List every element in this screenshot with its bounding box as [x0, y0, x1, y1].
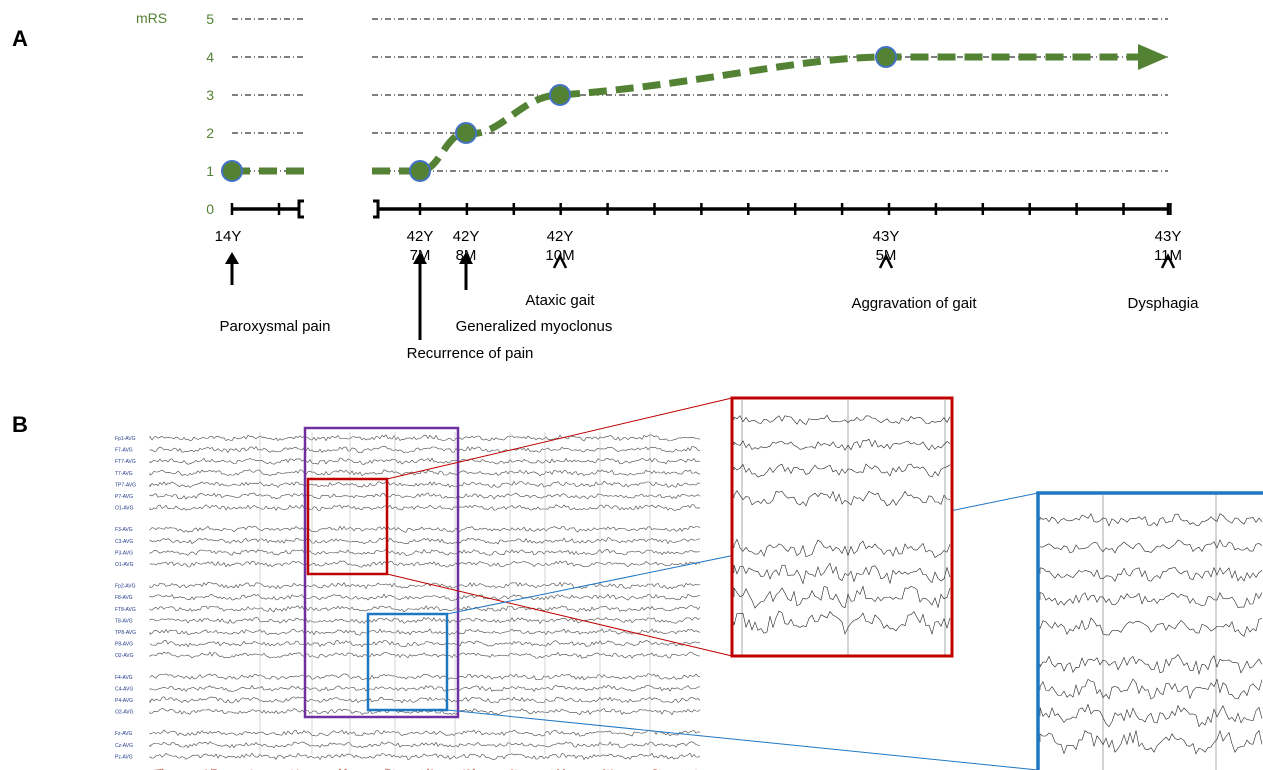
channel-label: O1-AVG — [115, 506, 134, 512]
event-label: Generalized myoclonus — [456, 318, 613, 335]
eeg-trace — [150, 561, 700, 567]
eeg-trace — [150, 652, 700, 658]
selection-purple — [305, 428, 458, 717]
line-arrowhead — [1138, 44, 1168, 70]
eeg-trace — [150, 470, 700, 476]
channel-label: F8-AVG — [115, 595, 133, 601]
y-tick-label: 1 — [206, 163, 214, 179]
eeg-trace — [150, 629, 700, 635]
channel-label: T7-AVG — [115, 471, 133, 477]
x-tick-label: 43Y 11M — [1148, 227, 1188, 265]
mrs-marker — [222, 161, 242, 181]
channel-label: TP8-AVG — [115, 630, 136, 636]
eeg-trace — [150, 538, 700, 544]
eeg-trace — [150, 594, 700, 600]
event-label: Recurrence of pain — [407, 345, 534, 362]
y-tick-label: 2 — [206, 125, 214, 141]
eeg-trace — [150, 526, 700, 532]
mrs-line — [232, 57, 1148, 171]
channel-label: F4-AVG — [115, 675, 133, 681]
channel-label: P8-AVG — [115, 642, 133, 648]
eeg-trace — [150, 697, 700, 703]
selection-blue — [368, 614, 447, 710]
eeg-trace — [150, 493, 700, 499]
eeg-trace — [150, 435, 700, 441]
x-tick-label: 42Y 8M — [446, 227, 486, 265]
event-label: Aggravation of gait — [851, 295, 977, 312]
zoom-connector — [387, 398, 732, 656]
channel-label: O1-AVG — [115, 562, 134, 568]
y-tick-label: 5 — [206, 11, 214, 27]
mrs-marker — [550, 85, 570, 105]
zoom-box-bg — [732, 398, 952, 656]
channel-label: FT7-AVG — [115, 459, 136, 465]
channel-label: O2-AVG — [115, 653, 134, 659]
eeg-trace — [150, 458, 700, 464]
mrs-marker — [410, 161, 430, 181]
event-label: Ataxic gait — [525, 292, 595, 309]
x-tick-label: 42Y 7M — [400, 227, 440, 265]
panel-label: B — [12, 412, 28, 437]
channel-label: P3-AVG — [115, 550, 133, 556]
event-label: Dysphagia — [1128, 295, 1200, 312]
mrs-marker — [876, 47, 896, 67]
channel-label: Fp2-AVG — [115, 584, 136, 590]
event-label: Paroxysmal pain — [220, 318, 331, 335]
channel-label: F7-AVG — [115, 448, 133, 454]
eeg-trace — [150, 674, 700, 680]
channel-label: T8-AVG — [115, 618, 133, 624]
x-tick-label: 43Y 5M — [866, 227, 906, 265]
eeg-trace — [150, 640, 700, 646]
axis-break — [299, 201, 378, 217]
channel-label: Fp1-AVG — [115, 436, 136, 442]
channel-label: TP7-AVG — [115, 482, 136, 488]
eeg-trace — [150, 742, 700, 748]
event-arrowhead — [225, 252, 239, 264]
channel-label: C4-AVG — [115, 686, 133, 692]
eeg-trace — [150, 505, 700, 511]
eeg-trace — [150, 606, 700, 612]
channel-label: Cz-AVG — [115, 743, 133, 749]
x-tick-label: 14Y — [208, 227, 248, 246]
channel-label: Fz-AVG — [115, 731, 133, 737]
figure: A B mRS 0 1 2 3 4 5 Paroxysmal pain Recurrence … — [0, 0, 1263, 770]
eeg-trace — [150, 617, 700, 623]
y-tick-label: 3 — [206, 87, 214, 103]
eeg-trace — [150, 549, 700, 555]
x-tick-label: 42Y 10M — [540, 227, 580, 265]
channel-label: F3-AVG — [115, 527, 133, 533]
y-axis-label: mRS — [136, 10, 167, 26]
eeg-trace — [150, 753, 700, 759]
mrs-marker — [456, 123, 476, 143]
figure-canvas: A B mRS 0 1 2 3 4 5 Paroxysmal pain Recurrence … — [0, 0, 1263, 770]
panel-label: A — [12, 26, 28, 51]
y-tick-label: 4 — [206, 49, 214, 65]
channel-label: P4-AVG — [115, 698, 133, 704]
channel-label: O2-AVG — [115, 710, 134, 716]
y-tick-label: 0 — [206, 201, 214, 217]
selection-red — [308, 479, 387, 574]
channel-label: FT8-AVG — [115, 607, 136, 613]
eeg-trace — [150, 685, 700, 691]
channel-label: P7-AVG — [115, 494, 133, 500]
eeg-trace — [150, 730, 700, 736]
eeg-trace — [150, 447, 700, 453]
channel-label: Pz-AVG — [115, 754, 133, 760]
eeg-trace — [150, 481, 700, 487]
channel-label: C3-AVG — [115, 539, 133, 545]
